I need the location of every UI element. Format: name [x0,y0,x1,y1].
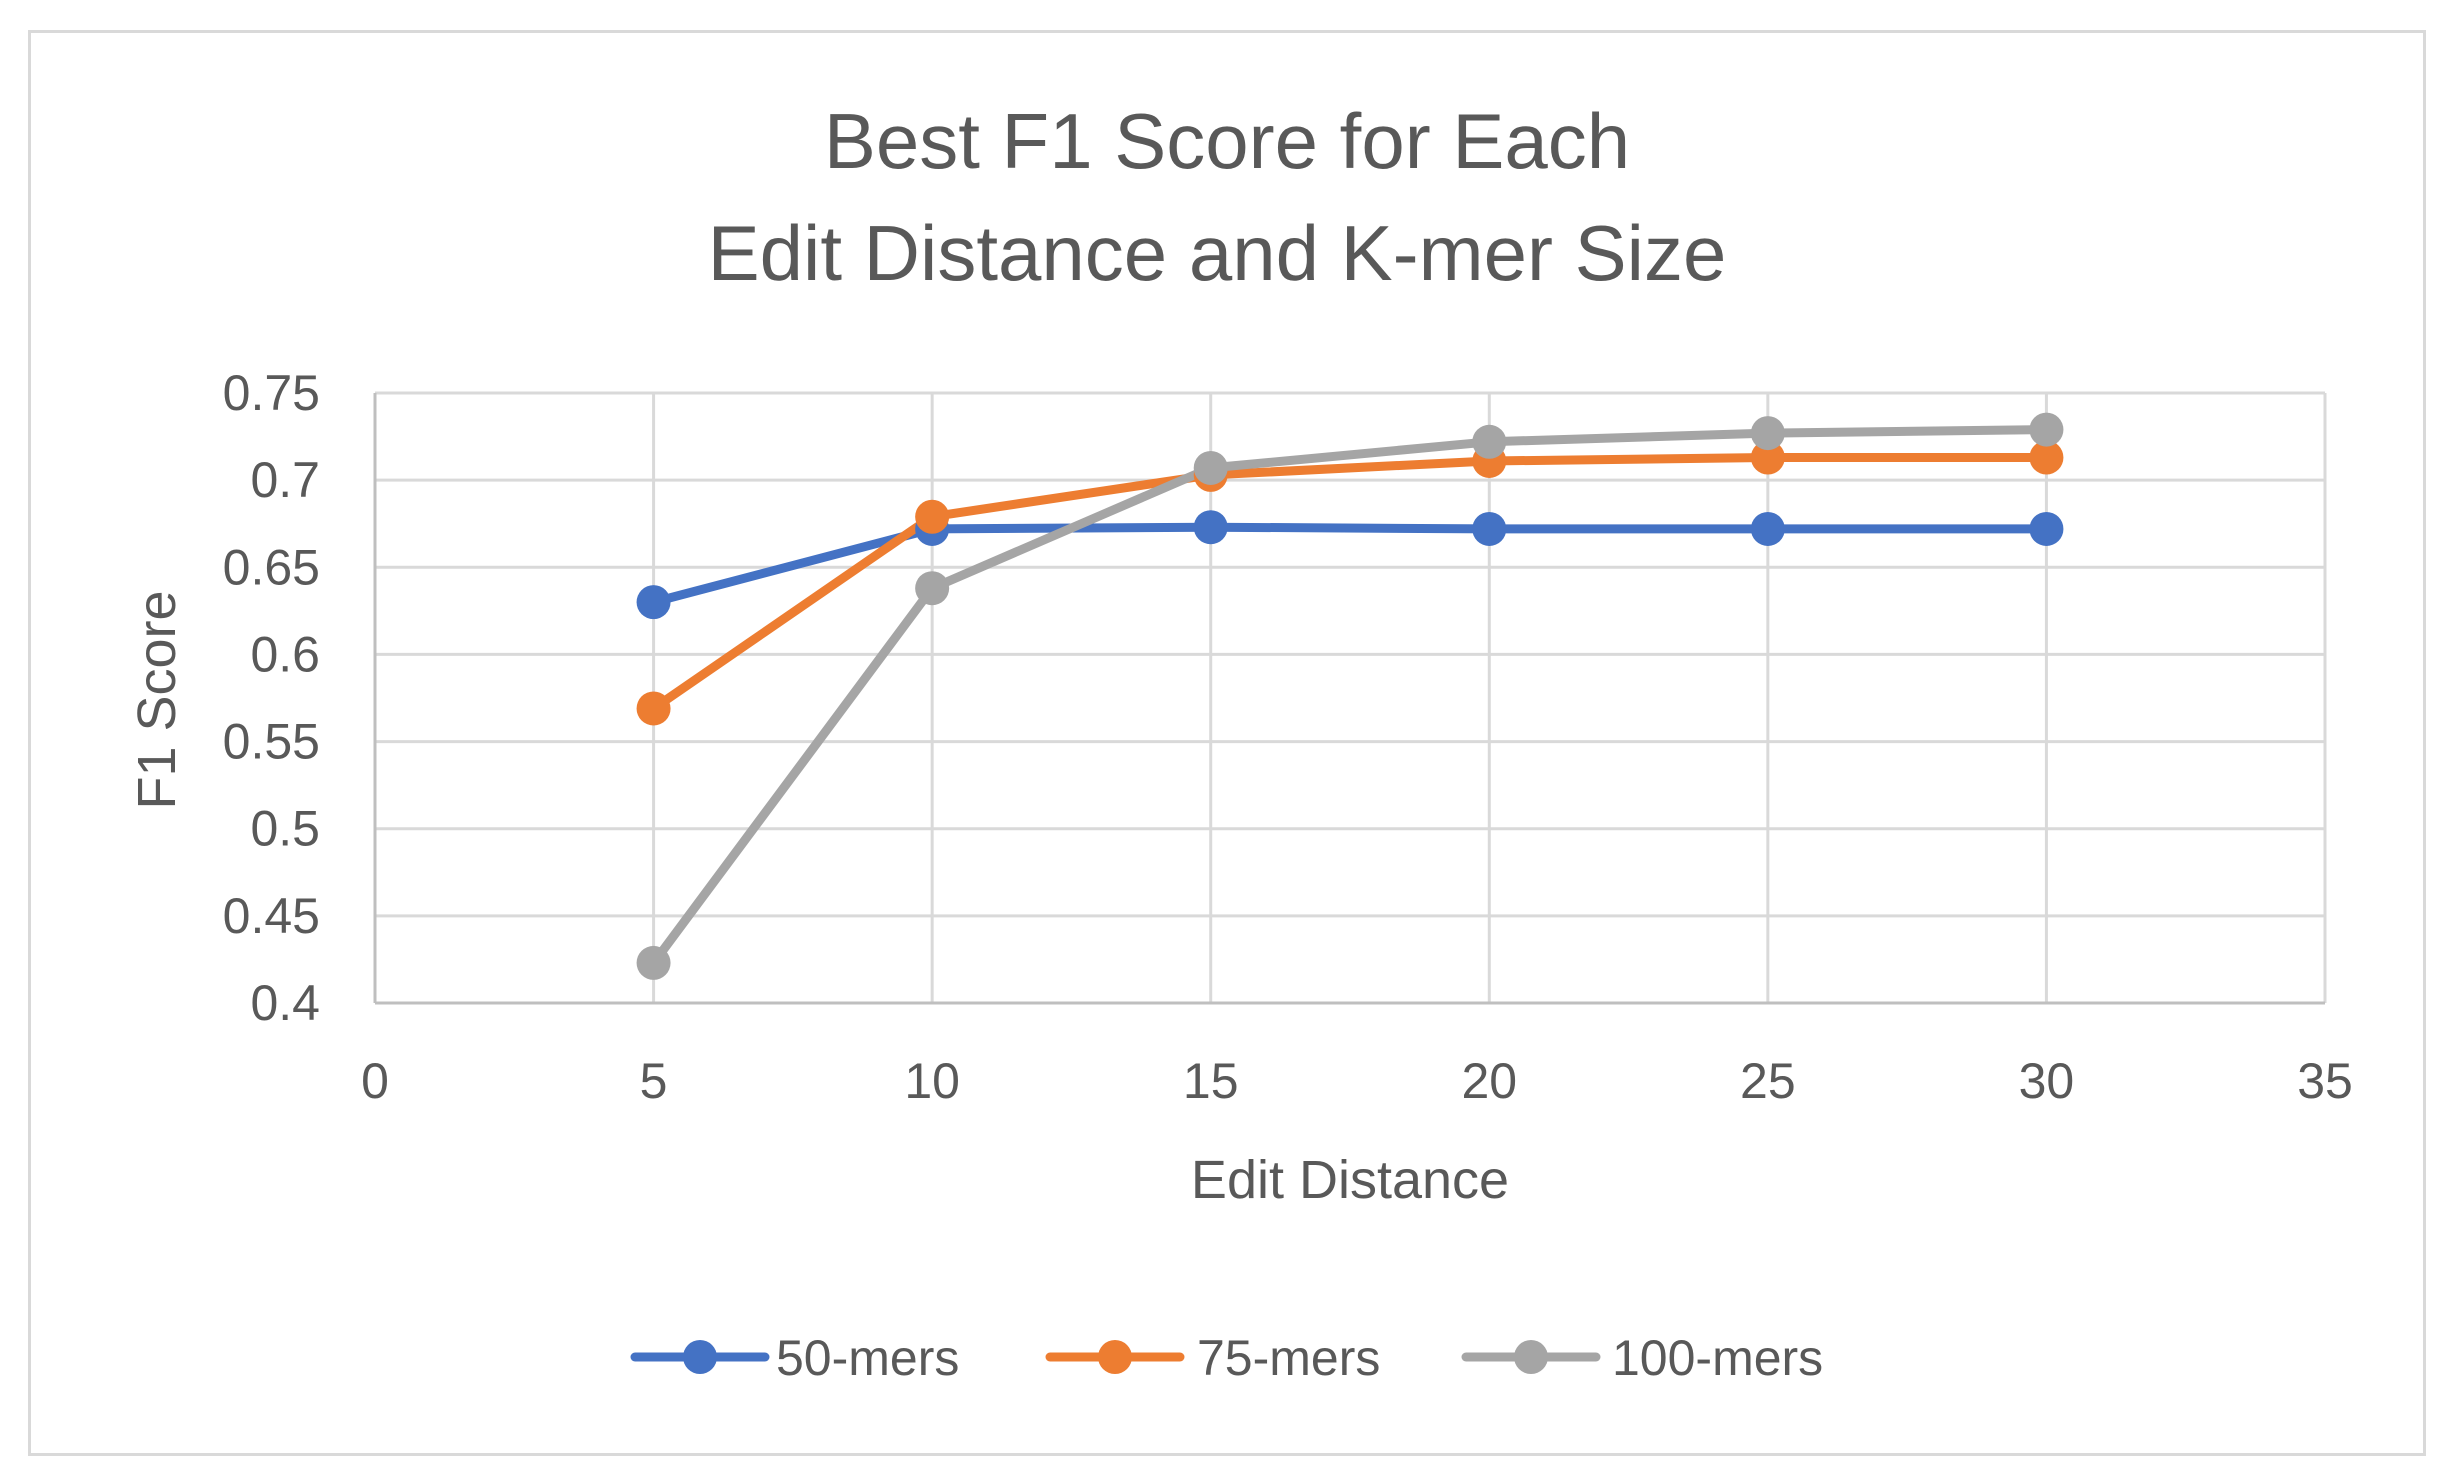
y-tick-label: 0.5 [250,801,320,857]
y-tick-label: 0.6 [250,626,320,682]
chart-title-line-2: Edit Distance and K-mer Size [708,209,1727,297]
legend-label-100-mers: 100-mers [1612,1330,1823,1386]
gridlines [375,391,2327,1003]
y-tick-label: 0.7 [250,452,320,508]
x-axis-title: Edit Distance [1191,1150,1509,1210]
series-line-100-mers [649,425,2051,968]
data-point-100-mers [915,571,950,606]
data-point-100-mers [636,945,671,980]
series-line-75-mers [649,453,2051,713]
y-tick-label: 0.65 [223,539,320,595]
y-tick-labels: 0.4 0.45 0.5 0.55 0.6 0.65 0.7 0.75 [223,365,320,1031]
y-tick-label: 0.55 [223,714,320,770]
legend-marker-75-mers [1098,1340,1132,1374]
data-point-50-mers [1472,511,1507,546]
x-tick-label: 20 [1461,1053,1517,1109]
x-tick-label: 15 [1183,1053,1239,1109]
chart-title: Best F1 Score for Each Edit Distance and… [708,97,1727,297]
x-tick-label: 35 [2297,1053,2353,1109]
x-tick-label: 25 [1740,1053,1796,1109]
data-point-50-mers [636,585,671,620]
data-point-50-mers [2029,511,2064,546]
data-point-100-mers [1472,424,1507,459]
y-tick-label: 0.75 [223,365,320,421]
series-line-50-mers [649,522,2051,607]
legend-label-75-mers: 75-mers [1197,1330,1380,1386]
chart-title-line-1: Best F1 Score for Each [824,97,1630,185]
data-point-100-mers [1193,450,1228,485]
series-lines [636,412,2064,980]
legend-label-50-mers: 50-mers [776,1330,959,1386]
axes [373,393,2325,1005]
x-tick-label: 30 [2019,1053,2075,1109]
data-point-75-mers [915,499,950,534]
data-point-100-mers [2029,412,2064,447]
y-tick-label: 0.4 [250,975,320,1031]
legend: 50-mers 75-mers 100-mers [630,1330,1823,1386]
x-tick-label: 0 [361,1053,389,1109]
x-tick-labels: 0 5 10 15 20 25 30 35 [361,1053,2353,1109]
legend-marker-100-mers [1514,1340,1548,1374]
x-tick-label: 5 [640,1053,668,1109]
y-tick-label: 0.45 [223,888,320,944]
data-point-75-mers [1750,440,1785,475]
x-tick-label: 10 [904,1053,960,1109]
data-point-50-mers [1193,510,1228,545]
data-point-75-mers [636,691,671,726]
data-point-100-mers [1750,416,1785,451]
data-point-50-mers [1750,511,1785,546]
legend-marker-50-mers [683,1340,717,1374]
data-point-75-mers [2029,440,2064,475]
y-axis-title: F1 Score [127,590,187,809]
